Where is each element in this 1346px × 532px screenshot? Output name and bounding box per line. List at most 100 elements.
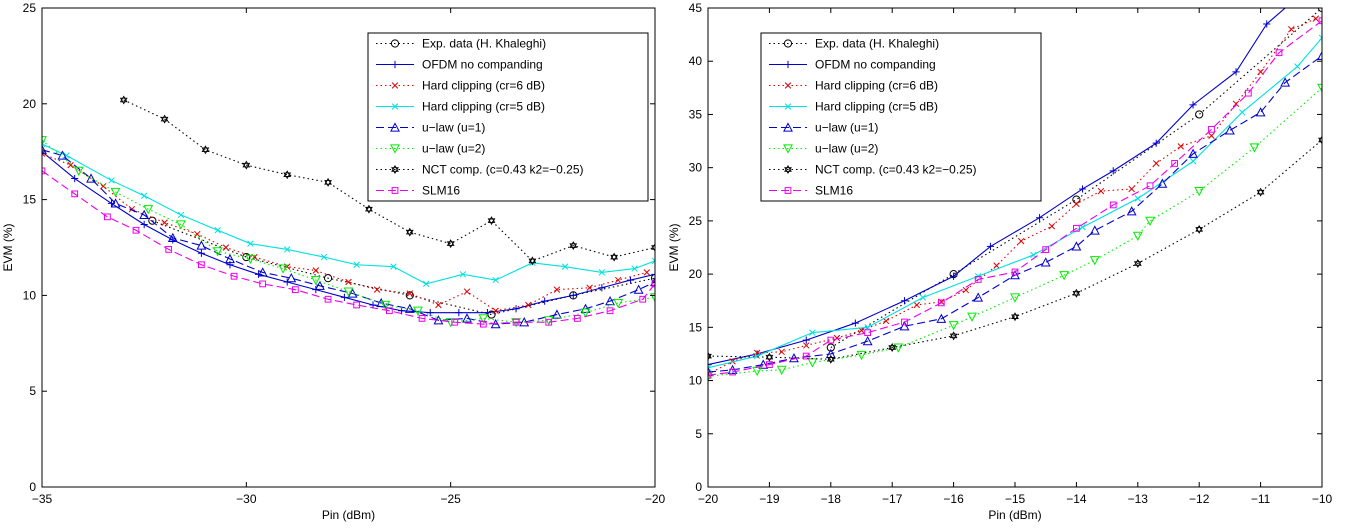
data-point — [1017, 237, 1025, 245]
x-tick-label: −25 — [440, 492, 461, 506]
data-point — [1317, 50, 1322, 60]
data-point — [967, 312, 977, 322]
legend-entry-3: Hard clipping (cr=6 dB) — [769, 79, 938, 93]
data-point — [598, 269, 606, 276]
data-point — [247, 240, 254, 247]
data-point — [545, 318, 553, 326]
data-point — [426, 309, 434, 317]
x-tick-label: −14 — [1066, 492, 1087, 506]
legend-entry-7: NCT comp. (c=0.43 k2=−0.25) — [376, 163, 584, 177]
data-point — [405, 227, 414, 237]
data-point — [1011, 268, 1019, 276]
chart-panel-1: −35 −30 −25 −20 0 5 10 15 20 25 Pin (dBm) EVM (%) Ex… — [1, 1, 666, 522]
data-point — [1133, 258, 1142, 268]
data-point — [551, 309, 562, 319]
data-point — [1128, 185, 1135, 193]
legend-entry-8: SLM16 — [376, 184, 460, 198]
data-point — [827, 336, 835, 344]
data-point — [899, 321, 910, 331]
data-point — [373, 286, 381, 293]
data-point — [833, 334, 841, 342]
legend-box — [760, 32, 1042, 202]
legend-marker — [390, 144, 400, 154]
x-tick-label: −15 — [1005, 492, 1026, 506]
data-point — [197, 249, 205, 257]
data-point — [161, 219, 168, 226]
data-point — [864, 324, 871, 331]
y-tick-label: 30 — [689, 161, 703, 175]
y-tick-label: 5 — [29, 384, 36, 398]
data-point — [650, 293, 655, 303]
series-line — [708, 87, 1322, 377]
data-point — [974, 276, 982, 283]
data-point — [353, 301, 361, 309]
legend-marker — [783, 144, 793, 154]
legend-marker — [391, 187, 399, 194]
series-4 — [42, 140, 655, 288]
data-point — [245, 254, 256, 265]
data-point — [42, 150, 46, 157]
data-point — [404, 303, 415, 313]
legend-marker — [783, 122, 793, 132]
data-point — [177, 211, 185, 219]
x-tick-label: −19 — [759, 492, 780, 506]
data-point — [826, 354, 835, 364]
data-point — [196, 240, 207, 250]
data-point — [561, 263, 569, 270]
legend-label: Hard clipping (cr=5 dB) — [815, 100, 938, 114]
data-point — [418, 315, 426, 322]
data-point — [478, 314, 489, 324]
data-point — [1073, 200, 1080, 208]
legend-label: u−law (u=2) — [815, 142, 878, 156]
data-point — [973, 292, 984, 302]
data-point — [569, 291, 577, 299]
data-point — [1035, 214, 1044, 222]
y-tick-label: 25 — [689, 214, 703, 228]
x-axis-label: Pin (dBm) — [988, 508, 1041, 522]
legend-label: Exp. data (H. Khaleghi) — [422, 37, 546, 51]
data-point — [766, 361, 773, 368]
data-point — [1109, 167, 1117, 175]
data-point — [139, 209, 150, 220]
data-point — [487, 216, 496, 226]
data-point — [353, 261, 360, 268]
y-tick-label: 15 — [23, 193, 37, 207]
data-point — [110, 187, 121, 198]
legend-entry-4: Hard clipping (cr=5 dB) — [769, 100, 938, 114]
data-point — [1263, 20, 1271, 28]
series-line — [42, 139, 655, 323]
data-point — [1089, 256, 1100, 266]
x-tick-label: −11 — [1251, 492, 1271, 506]
y-tick-label: 0 — [29, 480, 36, 494]
data-point — [708, 366, 713, 377]
data-point — [73, 166, 84, 177]
legend-entry-5: u−law (u=1) — [376, 121, 485, 135]
data-point — [1275, 49, 1283, 57]
data-point — [1109, 201, 1117, 209]
data-point — [1249, 143, 1260, 153]
x-axis-label: Pin (dBm) — [322, 508, 375, 522]
legend-label: u−law (u=2) — [422, 142, 485, 156]
data-point — [194, 230, 201, 238]
data-point — [1238, 109, 1246, 116]
data-point — [323, 274, 333, 283]
data-point — [778, 348, 785, 356]
data-point — [1040, 257, 1051, 267]
legend-entry-1: Exp. data (H. Khaleghi) — [769, 37, 939, 51]
legend-entry-2: OFDM no companding — [376, 58, 543, 72]
series-line — [830, 8, 1322, 349]
data-point — [119, 95, 128, 105]
data-point — [708, 364, 712, 372]
series-8 — [42, 167, 655, 328]
data-point — [459, 271, 467, 278]
y-tick-label: 5 — [695, 427, 702, 441]
data-point — [413, 306, 423, 316]
data-point — [314, 280, 325, 290]
data-point — [492, 307, 499, 314]
data-point — [463, 288, 471, 295]
data-point — [826, 343, 835, 352]
data-point — [569, 241, 578, 251]
data-point — [758, 359, 769, 369]
data-point — [1208, 132, 1215, 139]
x-tick-label: −13 — [1128, 492, 1149, 506]
